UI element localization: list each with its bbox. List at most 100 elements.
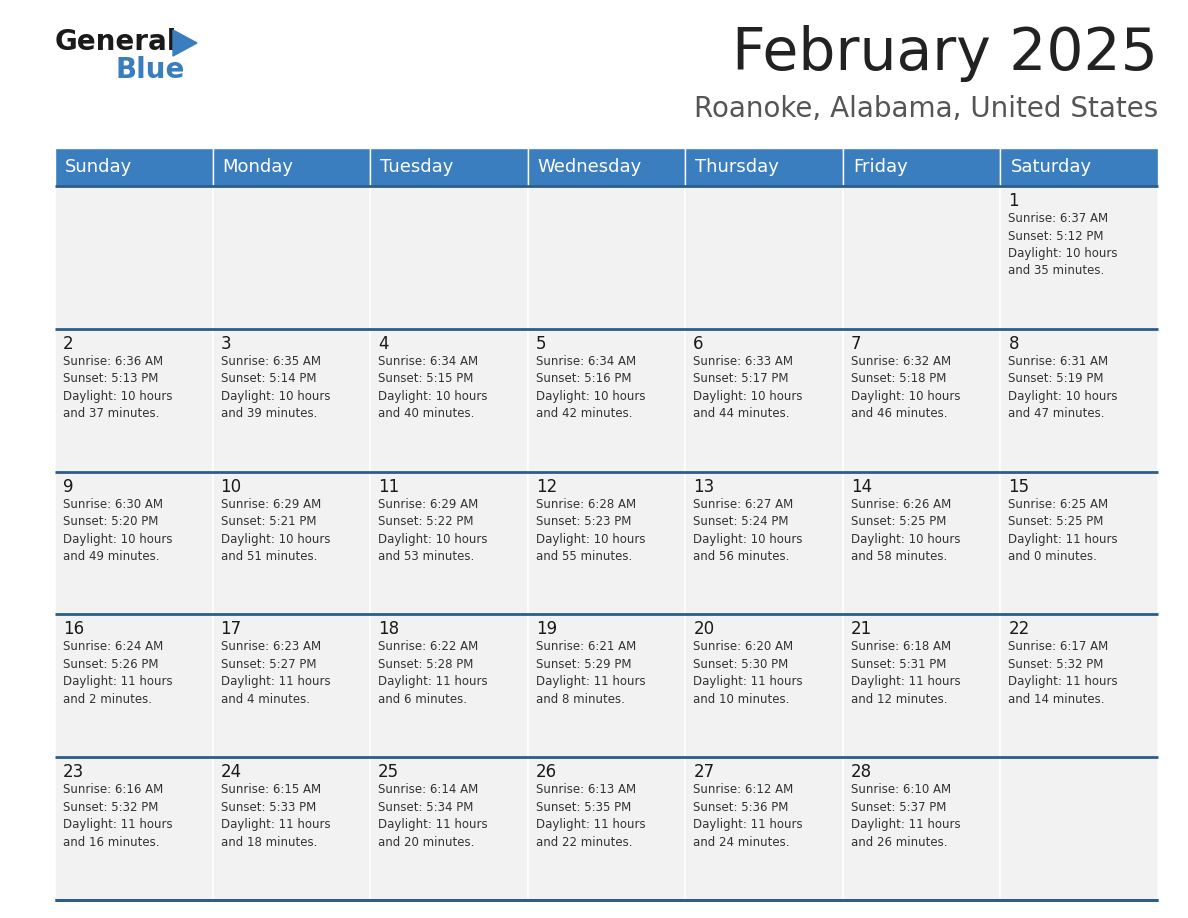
Bar xyxy=(842,148,1000,186)
Bar xyxy=(371,757,527,900)
Text: Sunrise: 6:21 AM
Sunset: 5:29 PM
Daylight: 11 hours
and 8 minutes.: Sunrise: 6:21 AM Sunset: 5:29 PM Dayligh… xyxy=(536,641,645,706)
Bar xyxy=(55,329,213,472)
Text: 13: 13 xyxy=(694,477,714,496)
Text: February 2025: February 2025 xyxy=(732,25,1158,82)
Text: 21: 21 xyxy=(851,621,872,638)
Text: 24: 24 xyxy=(221,763,241,781)
Text: Sunrise: 6:15 AM
Sunset: 5:33 PM
Daylight: 11 hours
and 18 minutes.: Sunrise: 6:15 AM Sunset: 5:33 PM Dayligh… xyxy=(221,783,330,849)
Text: 2: 2 xyxy=(63,335,74,353)
Bar xyxy=(1000,148,1158,186)
Text: 22: 22 xyxy=(1009,621,1030,638)
Text: Sunrise: 6:29 AM
Sunset: 5:22 PM
Daylight: 10 hours
and 53 minutes.: Sunrise: 6:29 AM Sunset: 5:22 PM Dayligh… xyxy=(378,498,487,563)
Bar xyxy=(1000,614,1158,757)
Bar xyxy=(527,472,685,614)
Text: Sunrise: 6:16 AM
Sunset: 5:32 PM
Daylight: 11 hours
and 16 minutes.: Sunrise: 6:16 AM Sunset: 5:32 PM Dayligh… xyxy=(63,783,172,849)
Bar xyxy=(371,614,527,757)
Bar xyxy=(213,148,371,186)
Bar xyxy=(213,614,371,757)
Text: 1: 1 xyxy=(1009,192,1019,210)
Text: 18: 18 xyxy=(378,621,399,638)
Text: Sunrise: 6:17 AM
Sunset: 5:32 PM
Daylight: 11 hours
and 14 minutes.: Sunrise: 6:17 AM Sunset: 5:32 PM Dayligh… xyxy=(1009,641,1118,706)
Text: Sunrise: 6:26 AM
Sunset: 5:25 PM
Daylight: 10 hours
and 58 minutes.: Sunrise: 6:26 AM Sunset: 5:25 PM Dayligh… xyxy=(851,498,960,563)
Polygon shape xyxy=(173,30,197,56)
Bar xyxy=(1000,757,1158,900)
Text: Saturday: Saturday xyxy=(1011,158,1092,176)
Text: Sunrise: 6:24 AM
Sunset: 5:26 PM
Daylight: 11 hours
and 2 minutes.: Sunrise: 6:24 AM Sunset: 5:26 PM Dayligh… xyxy=(63,641,172,706)
Text: Tuesday: Tuesday xyxy=(380,158,454,176)
Text: 25: 25 xyxy=(378,763,399,781)
Text: 26: 26 xyxy=(536,763,557,781)
Bar xyxy=(55,472,213,614)
Text: Sunrise: 6:30 AM
Sunset: 5:20 PM
Daylight: 10 hours
and 49 minutes.: Sunrise: 6:30 AM Sunset: 5:20 PM Dayligh… xyxy=(63,498,172,563)
Text: Sunrise: 6:37 AM
Sunset: 5:12 PM
Daylight: 10 hours
and 35 minutes.: Sunrise: 6:37 AM Sunset: 5:12 PM Dayligh… xyxy=(1009,212,1118,277)
Text: 12: 12 xyxy=(536,477,557,496)
Text: 17: 17 xyxy=(221,621,241,638)
Text: Sunrise: 6:12 AM
Sunset: 5:36 PM
Daylight: 11 hours
and 24 minutes.: Sunrise: 6:12 AM Sunset: 5:36 PM Dayligh… xyxy=(694,783,803,849)
Text: Sunrise: 6:34 AM
Sunset: 5:15 PM
Daylight: 10 hours
and 40 minutes.: Sunrise: 6:34 AM Sunset: 5:15 PM Dayligh… xyxy=(378,354,487,420)
Bar xyxy=(842,186,1000,329)
Text: Sunrise: 6:23 AM
Sunset: 5:27 PM
Daylight: 11 hours
and 4 minutes.: Sunrise: 6:23 AM Sunset: 5:27 PM Dayligh… xyxy=(221,641,330,706)
Bar xyxy=(685,757,842,900)
Text: 14: 14 xyxy=(851,477,872,496)
Bar xyxy=(55,148,213,186)
Text: Sunrise: 6:25 AM
Sunset: 5:25 PM
Daylight: 11 hours
and 0 minutes.: Sunrise: 6:25 AM Sunset: 5:25 PM Dayligh… xyxy=(1009,498,1118,563)
Bar xyxy=(213,472,371,614)
Bar xyxy=(213,186,371,329)
Bar xyxy=(842,614,1000,757)
Text: 6: 6 xyxy=(694,335,703,353)
Bar xyxy=(371,472,527,614)
Text: 27: 27 xyxy=(694,763,714,781)
Text: 19: 19 xyxy=(536,621,557,638)
Text: 9: 9 xyxy=(63,477,74,496)
Text: Thursday: Thursday xyxy=(695,158,779,176)
Text: Sunrise: 6:27 AM
Sunset: 5:24 PM
Daylight: 10 hours
and 56 minutes.: Sunrise: 6:27 AM Sunset: 5:24 PM Dayligh… xyxy=(694,498,803,563)
Text: Wednesday: Wednesday xyxy=(538,158,642,176)
Text: Sunrise: 6:36 AM
Sunset: 5:13 PM
Daylight: 10 hours
and 37 minutes.: Sunrise: 6:36 AM Sunset: 5:13 PM Dayligh… xyxy=(63,354,172,420)
Text: Sunrise: 6:20 AM
Sunset: 5:30 PM
Daylight: 11 hours
and 10 minutes.: Sunrise: 6:20 AM Sunset: 5:30 PM Dayligh… xyxy=(694,641,803,706)
Bar xyxy=(527,329,685,472)
Text: Sunrise: 6:31 AM
Sunset: 5:19 PM
Daylight: 10 hours
and 47 minutes.: Sunrise: 6:31 AM Sunset: 5:19 PM Dayligh… xyxy=(1009,354,1118,420)
Text: 4: 4 xyxy=(378,335,388,353)
Bar xyxy=(55,186,213,329)
Text: 28: 28 xyxy=(851,763,872,781)
Text: Sunrise: 6:35 AM
Sunset: 5:14 PM
Daylight: 10 hours
and 39 minutes.: Sunrise: 6:35 AM Sunset: 5:14 PM Dayligh… xyxy=(221,354,330,420)
Bar xyxy=(371,329,527,472)
Text: Sunrise: 6:28 AM
Sunset: 5:23 PM
Daylight: 10 hours
and 55 minutes.: Sunrise: 6:28 AM Sunset: 5:23 PM Dayligh… xyxy=(536,498,645,563)
Bar xyxy=(842,472,1000,614)
Text: General: General xyxy=(55,28,177,56)
Text: Sunrise: 6:10 AM
Sunset: 5:37 PM
Daylight: 11 hours
and 26 minutes.: Sunrise: 6:10 AM Sunset: 5:37 PM Dayligh… xyxy=(851,783,960,849)
Bar xyxy=(371,186,527,329)
Text: 10: 10 xyxy=(221,477,241,496)
Text: 15: 15 xyxy=(1009,477,1030,496)
Bar xyxy=(685,614,842,757)
Bar xyxy=(527,614,685,757)
Bar xyxy=(55,614,213,757)
Bar xyxy=(55,757,213,900)
Bar xyxy=(842,329,1000,472)
Bar xyxy=(685,186,842,329)
Text: Sunrise: 6:33 AM
Sunset: 5:17 PM
Daylight: 10 hours
and 44 minutes.: Sunrise: 6:33 AM Sunset: 5:17 PM Dayligh… xyxy=(694,354,803,420)
Text: Sunrise: 6:13 AM
Sunset: 5:35 PM
Daylight: 11 hours
and 22 minutes.: Sunrise: 6:13 AM Sunset: 5:35 PM Dayligh… xyxy=(536,783,645,849)
Text: Sunrise: 6:34 AM
Sunset: 5:16 PM
Daylight: 10 hours
and 42 minutes.: Sunrise: 6:34 AM Sunset: 5:16 PM Dayligh… xyxy=(536,354,645,420)
Text: Roanoke, Alabama, United States: Roanoke, Alabama, United States xyxy=(694,95,1158,123)
Bar xyxy=(213,757,371,900)
Bar xyxy=(527,186,685,329)
Text: 3: 3 xyxy=(221,335,232,353)
Text: Sunrise: 6:32 AM
Sunset: 5:18 PM
Daylight: 10 hours
and 46 minutes.: Sunrise: 6:32 AM Sunset: 5:18 PM Dayligh… xyxy=(851,354,960,420)
Bar xyxy=(1000,186,1158,329)
Text: Sunrise: 6:29 AM
Sunset: 5:21 PM
Daylight: 10 hours
and 51 minutes.: Sunrise: 6:29 AM Sunset: 5:21 PM Dayligh… xyxy=(221,498,330,563)
Bar xyxy=(213,329,371,472)
Text: Sunrise: 6:18 AM
Sunset: 5:31 PM
Daylight: 11 hours
and 12 minutes.: Sunrise: 6:18 AM Sunset: 5:31 PM Dayligh… xyxy=(851,641,960,706)
Bar xyxy=(527,148,685,186)
Text: Monday: Monday xyxy=(222,158,293,176)
Bar xyxy=(1000,329,1158,472)
Text: Sunday: Sunday xyxy=(65,158,132,176)
Bar xyxy=(371,148,527,186)
Text: 20: 20 xyxy=(694,621,714,638)
Bar xyxy=(842,757,1000,900)
Text: 7: 7 xyxy=(851,335,861,353)
Bar xyxy=(685,329,842,472)
Bar xyxy=(527,757,685,900)
Text: 23: 23 xyxy=(63,763,84,781)
Text: 5: 5 xyxy=(536,335,546,353)
